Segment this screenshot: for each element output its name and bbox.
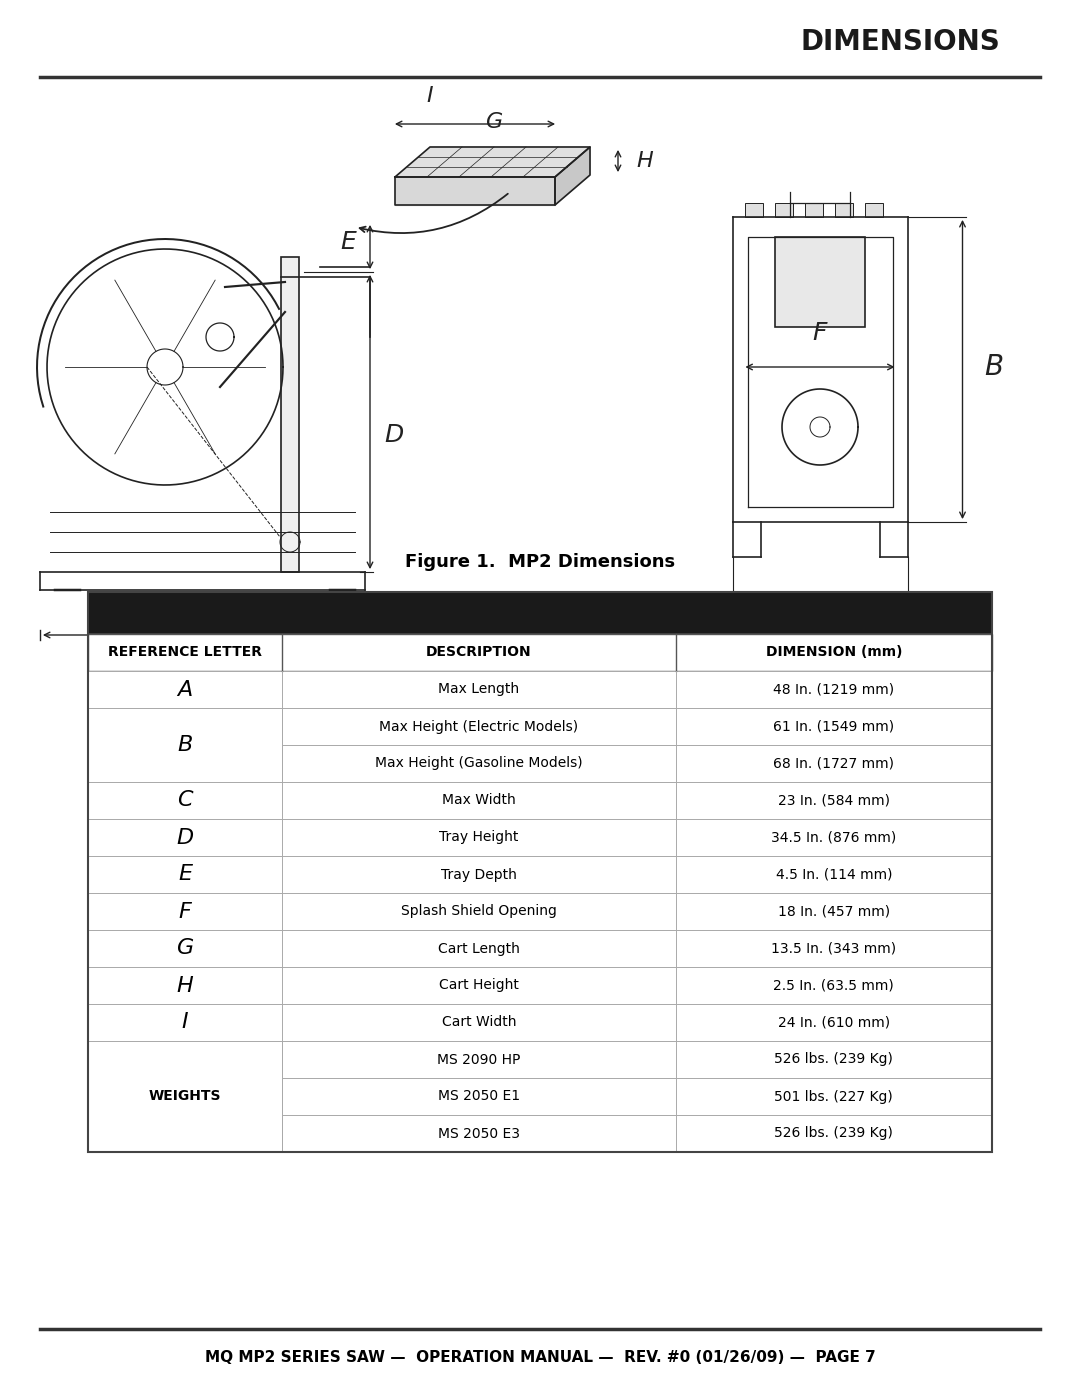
Bar bbox=[87, 708, 282, 782]
Polygon shape bbox=[555, 147, 590, 205]
Bar bbox=[835, 203, 852, 217]
Text: A: A bbox=[177, 679, 193, 700]
Bar bbox=[87, 1078, 993, 1115]
Text: Max Length: Max Length bbox=[438, 683, 519, 697]
Text: DIMENSIONS: DIMENSIONS bbox=[800, 28, 1000, 56]
Text: 501 lbs. (227 Kg): 501 lbs. (227 Kg) bbox=[774, 1090, 893, 1104]
Text: 526 lbs. (239 Kg): 526 lbs. (239 Kg) bbox=[774, 1126, 893, 1140]
Text: Splash Shield Opening: Splash Shield Opening bbox=[401, 904, 557, 918]
Text: F: F bbox=[813, 321, 827, 345]
Text: 61 In. (1549 mm): 61 In. (1549 mm) bbox=[773, 719, 894, 733]
Text: G: G bbox=[486, 112, 503, 131]
Text: MS 2050 E1: MS 2050 E1 bbox=[437, 1090, 521, 1104]
Text: B: B bbox=[985, 353, 1003, 381]
Text: H: H bbox=[636, 151, 652, 170]
Text: G: G bbox=[176, 939, 193, 958]
Polygon shape bbox=[395, 177, 555, 205]
Text: I: I bbox=[427, 87, 433, 106]
Bar bbox=[87, 930, 993, 967]
Bar bbox=[87, 592, 993, 634]
Text: I: I bbox=[181, 1013, 189, 1032]
Bar bbox=[87, 1041, 993, 1078]
Text: Max Height (Gasoline Models): Max Height (Gasoline Models) bbox=[375, 757, 583, 771]
Text: 24 In. (610 mm): 24 In. (610 mm) bbox=[778, 1016, 890, 1030]
Text: Cart Height: Cart Height bbox=[440, 978, 518, 992]
Bar bbox=[87, 856, 993, 893]
Text: Tray Depth: Tray Depth bbox=[441, 868, 517, 882]
Text: A: A bbox=[183, 657, 202, 685]
Bar bbox=[775, 237, 865, 327]
Text: 18 In. (457 mm): 18 In. (457 mm) bbox=[778, 904, 890, 918]
Bar bbox=[774, 203, 793, 217]
Text: C: C bbox=[177, 791, 193, 810]
Bar bbox=[87, 1004, 993, 1041]
Text: E: E bbox=[340, 231, 356, 254]
Text: 526 lbs. (239 Kg): 526 lbs. (239 Kg) bbox=[774, 1052, 893, 1066]
Bar bbox=[87, 893, 993, 930]
Text: D: D bbox=[177, 827, 193, 848]
Bar bbox=[805, 203, 823, 217]
Bar bbox=[744, 203, 762, 217]
Text: Max Height (Electric Models): Max Height (Electric Models) bbox=[379, 719, 579, 733]
Bar bbox=[87, 708, 993, 745]
Text: MS 2050 E3: MS 2050 E3 bbox=[438, 1126, 519, 1140]
Text: Tray Height: Tray Height bbox=[440, 830, 518, 845]
Bar bbox=[87, 1041, 282, 1153]
Text: Cart Width: Cart Width bbox=[442, 1016, 516, 1030]
Text: 4.5 In. (114 mm): 4.5 In. (114 mm) bbox=[775, 868, 892, 882]
Text: D: D bbox=[384, 422, 403, 447]
Text: MS 2090 HP: MS 2090 HP bbox=[437, 1052, 521, 1066]
Text: 68 In. (1727 mm): 68 In. (1727 mm) bbox=[773, 757, 894, 771]
Bar bbox=[87, 592, 993, 1153]
Text: F: F bbox=[179, 901, 191, 922]
Text: Figure 1.  MP2 Dimensions: Figure 1. MP2 Dimensions bbox=[405, 553, 675, 571]
Text: 48 In. (1219 mm): 48 In. (1219 mm) bbox=[773, 683, 894, 697]
Text: 34.5 In. (876 mm): 34.5 In. (876 mm) bbox=[771, 830, 896, 845]
Bar bbox=[281, 257, 299, 571]
Text: TABLE 3. DIMENSIONS: TABLE 3. DIMENSIONS bbox=[428, 604, 652, 622]
Text: REFERENCE LETTER: REFERENCE LETTER bbox=[108, 645, 262, 659]
Bar bbox=[87, 634, 993, 671]
Text: C: C bbox=[825, 624, 845, 652]
Bar bbox=[87, 967, 993, 1004]
Text: DESCRIPTION: DESCRIPTION bbox=[427, 645, 531, 659]
Text: E: E bbox=[178, 865, 192, 884]
Bar bbox=[87, 782, 993, 819]
Bar bbox=[87, 745, 993, 782]
Text: MQ MP2 SERIES SAW —  OPERATION MANUAL —  REV. #0 (01/26/09) —  PAGE 7: MQ MP2 SERIES SAW — OPERATION MANUAL — R… bbox=[204, 1350, 876, 1365]
Bar bbox=[87, 671, 993, 708]
Text: 23 In. (584 mm): 23 In. (584 mm) bbox=[778, 793, 890, 807]
Text: H: H bbox=[177, 975, 193, 996]
Bar bbox=[864, 203, 882, 217]
Bar bbox=[87, 819, 993, 856]
Text: WEIGHTS: WEIGHTS bbox=[149, 1090, 221, 1104]
Text: 13.5 In. (343 mm): 13.5 In. (343 mm) bbox=[771, 942, 896, 956]
Text: Max Width: Max Width bbox=[442, 793, 516, 807]
Text: 2.5 In. (63.5 mm): 2.5 In. (63.5 mm) bbox=[773, 978, 894, 992]
Bar bbox=[87, 1115, 993, 1153]
Text: Cart Length: Cart Length bbox=[438, 942, 519, 956]
Text: DIMENSION (mm): DIMENSION (mm) bbox=[766, 645, 902, 659]
Text: B: B bbox=[177, 735, 193, 754]
Polygon shape bbox=[395, 147, 590, 177]
